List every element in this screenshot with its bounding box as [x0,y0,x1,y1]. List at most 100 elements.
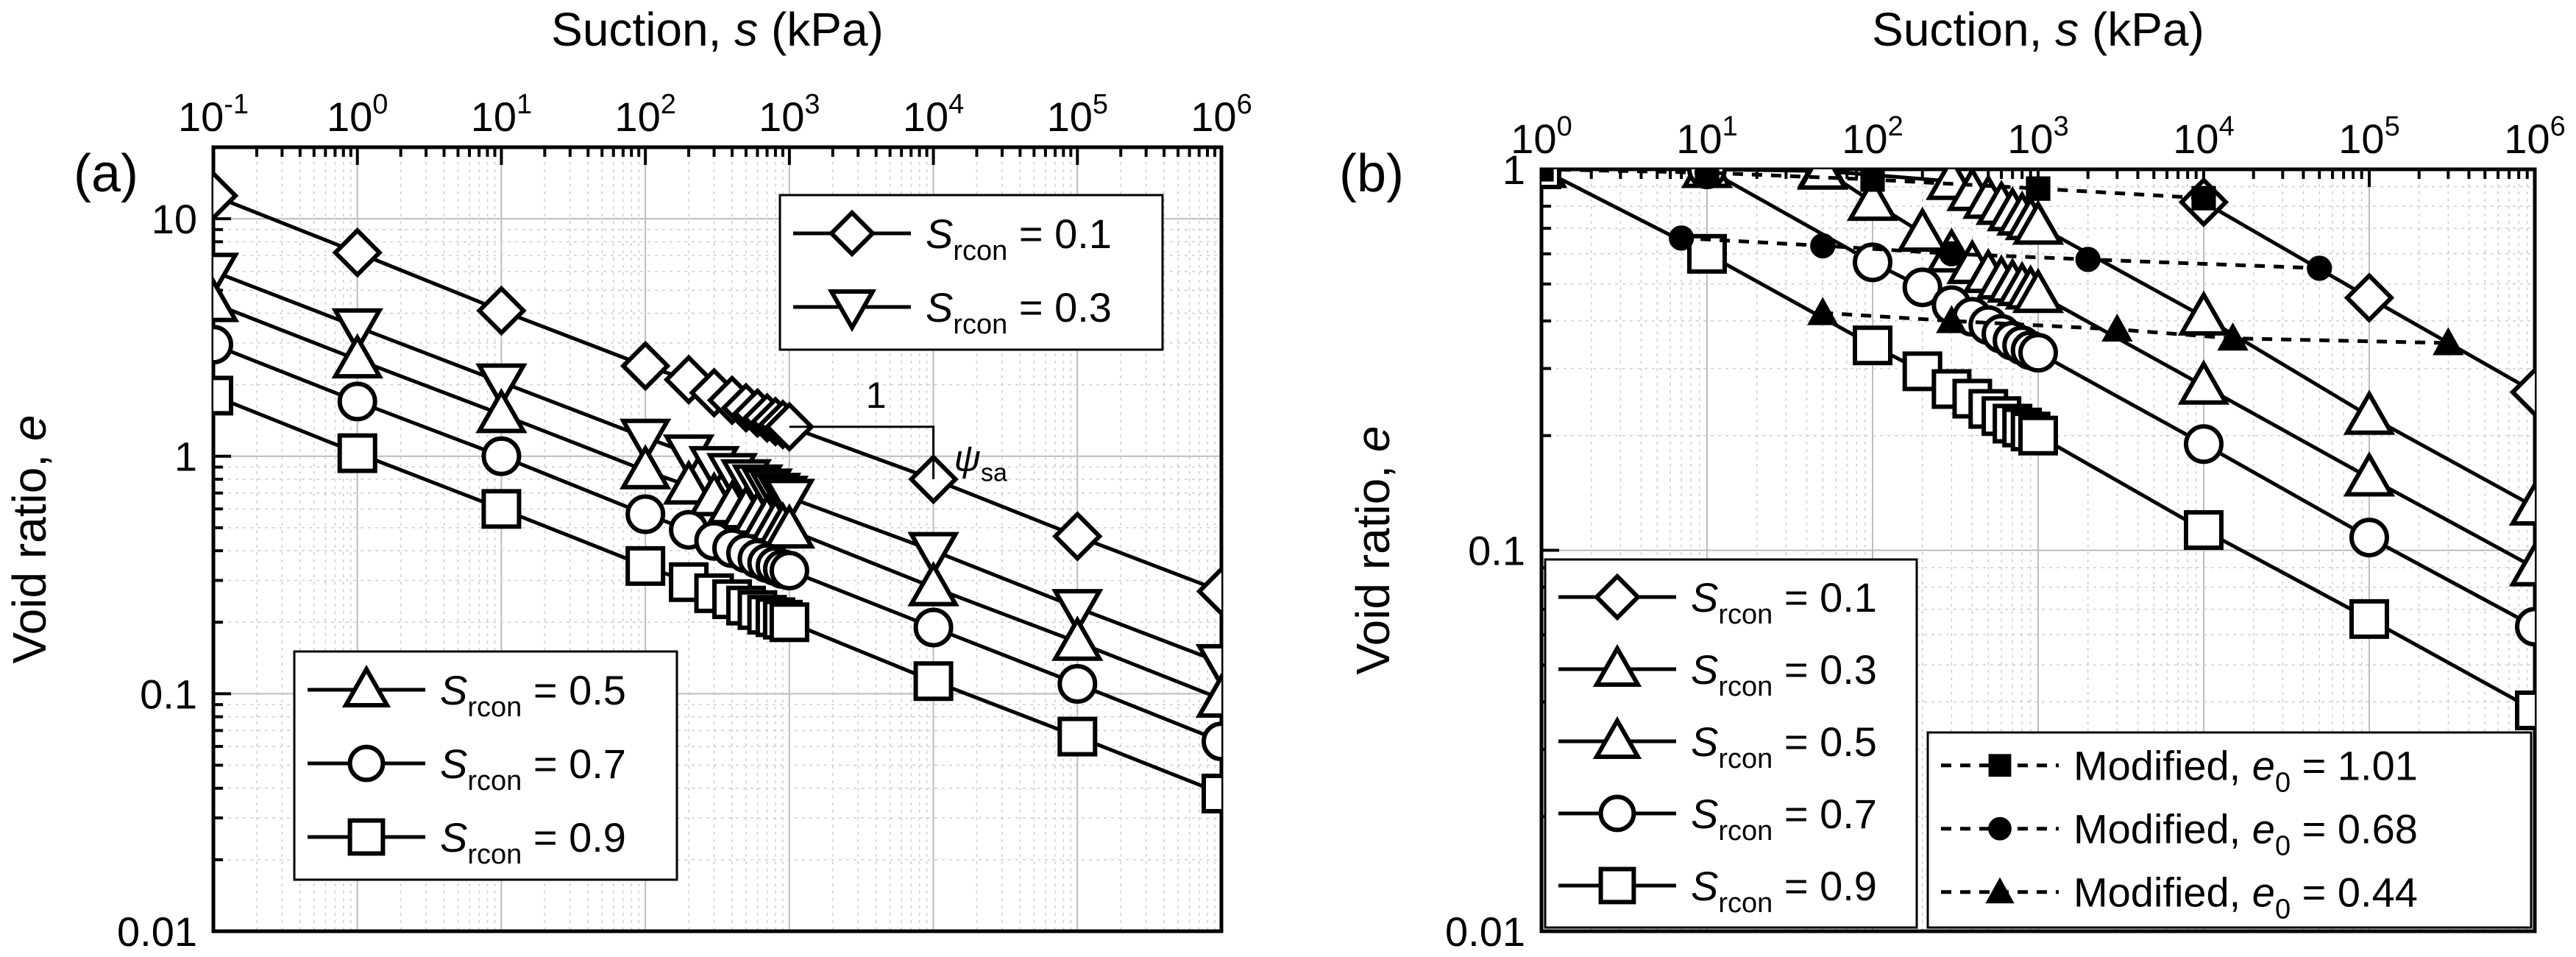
legend-value: = 0.5 [1773,718,1877,765]
x-tick-exponent: 0 [1557,111,1572,142]
legend-marker [1598,794,1636,833]
panel-label: (a) [74,144,138,203]
data-point [662,459,715,505]
data-point [1860,169,1885,192]
x-tick-exponent: 6 [1237,89,1252,120]
data-point [1810,233,1836,258]
legend-label: Srcon = 0.1 [1691,574,1877,630]
data-point [1687,233,1727,274]
x-tick-label: 103 [759,89,820,140]
y-axis-title-text: Void ratio, [1346,452,1399,674]
x-axis-title-prefix: Suction, [1872,3,2055,56]
y-tick-label: 0.01 [117,908,197,955]
legend-label: Srcon = 0.7 [1691,791,1877,847]
data-point [2508,480,2535,526]
legend-marker [1593,573,1642,621]
data-point [2343,272,2395,323]
data-point [2349,518,2389,558]
legend-marker [347,744,386,783]
legend-entry: Srcon = 0.9 [1558,863,1877,919]
series-3 [213,277,1221,718]
legend-variable: S [1691,646,1718,693]
legend-entry: Srcon = 0.9 [308,814,626,870]
data-point [1807,297,1839,325]
legend-subscript: rcon [1718,888,1773,919]
legend-marker [827,289,877,333]
plot-frame [211,145,1224,933]
x-tick-base: 10 [2007,116,2053,162]
legend-label: Srcon = 0.9 [440,814,626,870]
legend-value: = 0.68 [2291,806,2418,852]
legend-variable: S [1691,863,1718,909]
y-tick-label: 1 [1502,146,1525,193]
x-tick-exponent: 6 [2550,111,2566,142]
data-point [1195,643,1221,690]
data-point [2012,199,2065,245]
x-tick-exponent: 3 [2054,111,2069,142]
data-point [2217,322,2249,351]
data-point [1195,672,1221,718]
x-tick-label: 101 [471,89,532,140]
data-point [476,285,527,336]
data-point [1202,721,1221,762]
legend-subscript: rcon [467,839,522,870]
x-tick-exponent: 0 [372,89,388,120]
data-point [1669,225,1695,251]
legend-entry: Srcon = 0.5 [1558,716,1877,774]
data-point [481,489,522,529]
data-point [763,503,816,549]
data-point [1936,305,1968,333]
legend-value: = 0.1 [1007,211,1112,257]
x-axis-title-symbol: s [734,3,758,56]
legend-subscript: rcon [1718,599,1773,630]
data-point [2349,598,2389,639]
legend-value: = 0.9 [522,814,626,861]
legend-subscript: rcon [953,309,1007,340]
data-point [620,340,671,392]
legend-label: Srcon = 0.9 [1691,863,1877,919]
x-tick-label: 101 [1676,111,1737,162]
data-point [1051,589,1104,635]
x-tick-base: 10 [903,93,948,140]
x-tick-exponent: -1 [224,89,249,120]
data-point [2343,389,2396,435]
data-point [475,387,528,434]
legend-variable: S [440,667,467,713]
data-point [1939,241,1965,266]
legend-box [1926,731,2533,929]
x-tick-label: 100 [1511,111,1572,162]
legend-value: = 0.7 [1773,791,1877,837]
legend-label: Modified, e0 = 0.68 [2073,806,2418,862]
x-tick-base: 10 [178,93,224,140]
x-tick-label: 104 [903,89,964,140]
data-point [1051,615,1104,661]
series-4 [1541,169,2535,647]
chart-panel-1: 10-1 100 101 102 103 104 105 1060.010.1110Sucti… [3,3,1252,955]
series-1 [213,170,1221,617]
legend-label: Srcon = 0.5 [1691,718,1877,774]
data-point [2515,607,2535,647]
slope-symbol-label: ψsa [954,437,1007,487]
data-point [2177,359,2230,405]
data-point [2012,267,2065,314]
data-point [337,433,377,473]
data-point [2515,690,2535,730]
y-tick-label: 10 [152,196,197,242]
legend-subscript: 0 [2275,894,2291,925]
data-point [331,308,383,354]
legend-label: Srcon = 0.1 [926,211,1112,266]
data-point [907,532,959,578]
x-tick-base: 10 [1511,116,1556,162]
data-point [2075,247,2101,272]
y-axis-title-symbol: e [1346,426,1399,453]
data-point [337,381,377,422]
data-point [619,444,672,490]
legend-value: = 0.5 [522,667,626,713]
x-tick-exponent: 2 [661,89,676,120]
x-axis-title: Suction, s (kPa) [551,3,884,56]
legend-value: = 0.1 [1773,574,1877,621]
